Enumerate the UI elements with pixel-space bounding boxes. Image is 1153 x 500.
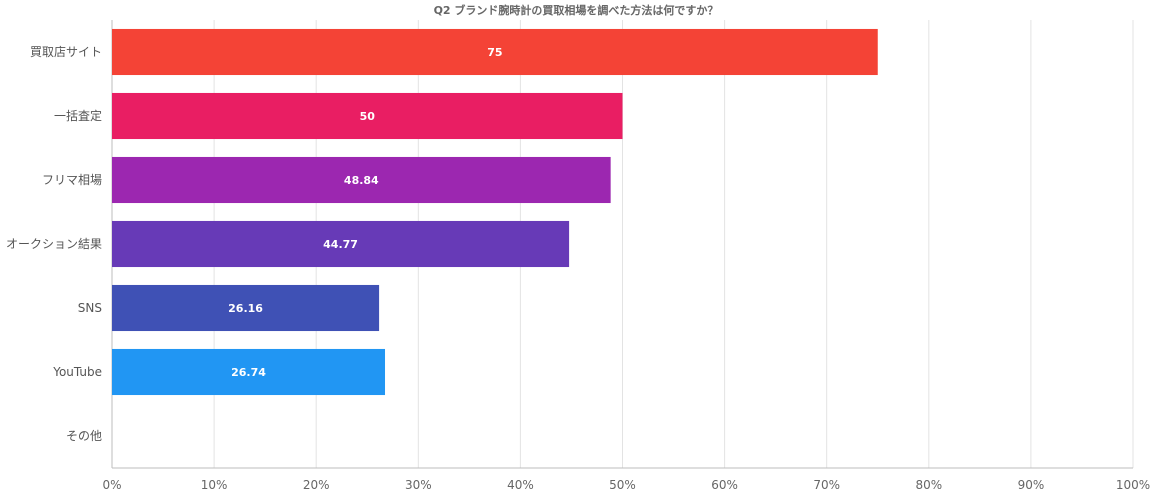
x-tick-label: 100% — [1116, 478, 1150, 492]
bar-1 — [112, 92, 623, 140]
chart-title: Q2 ブランド腕時計の買取相場を調べた方法は何ですか？ — [434, 3, 719, 17]
x-tick-label: 90% — [1018, 478, 1045, 492]
bar-4 — [112, 284, 380, 332]
labels: 0% 10% 20% 30% 40% 50% 60% 70% 80% 90% 100% 買取店サイト 7… — [6, 45, 1150, 492]
data-label: 75 — [487, 46, 502, 59]
x-tick-label: 80% — [915, 478, 942, 492]
category-label: YouTube — [52, 365, 102, 379]
category-label: その他 — [66, 429, 102, 443]
data-label: 44.77 — [323, 238, 358, 251]
data-label: 26.16 — [228, 302, 263, 315]
category-label: SNS — [78, 301, 102, 315]
x-tick-label: 20% — [303, 478, 330, 492]
x-tick-label: 30% — [405, 478, 432, 492]
bar-2 — [112, 156, 611, 204]
x-tick-label: 0% — [102, 478, 121, 492]
category-label: オークション結果 — [6, 237, 102, 251]
bar-3 — [112, 220, 570, 268]
category-label: 買取店サイト — [30, 45, 102, 59]
bars — [112, 28, 878, 396]
category-label: フリマ相場 — [42, 173, 102, 187]
bar-0 — [112, 28, 878, 76]
x-tick-label: 70% — [813, 478, 840, 492]
x-tick-label: 40% — [507, 478, 534, 492]
data-label: 50 — [360, 110, 376, 123]
category-label: 一括査定 — [54, 108, 102, 123]
data-label: 26.74 — [231, 366, 266, 379]
bar-5 — [112, 348, 386, 396]
data-label: 48.84 — [344, 174, 379, 187]
x-tick-label: 10% — [201, 478, 228, 492]
x-tick-label: 60% — [711, 478, 738, 492]
x-tick-label: 50% — [609, 478, 636, 492]
